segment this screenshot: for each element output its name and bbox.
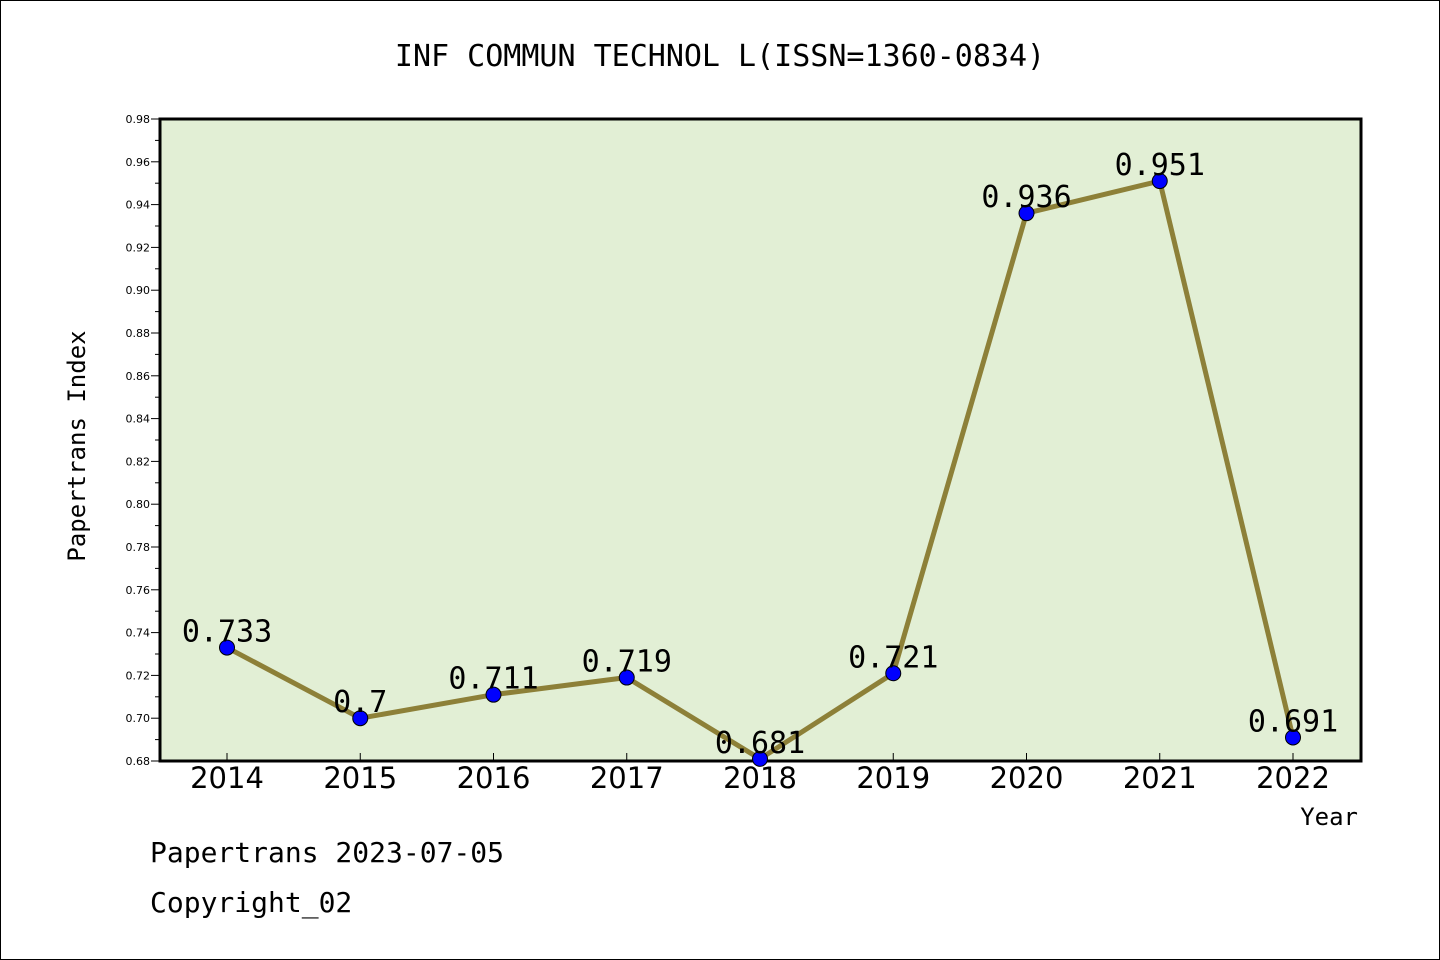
- y-axis: 0.68 0.70 0.72 0.74 0.76 0.78 0.80 0.82 0.84 0.86…: [126, 113, 160, 768]
- y-tick-label: 0.76: [126, 584, 151, 597]
- data-point: [752, 750, 768, 767]
- data-label: 0.7: [333, 685, 387, 720]
- x-axis: 2014 2015 2016 2017 2018 2019 2020 2021 2022: [190, 753, 1330, 795]
- data-label: 0.719: [582, 645, 672, 680]
- data-labels: 0.733 0.7 0.711 0.719 0.681 0.721 0.936 0.951 0.…: [182, 148, 1338, 761]
- data-point: [1018, 205, 1035, 222]
- x-tick-label: 2022: [1256, 761, 1330, 795]
- y-tick-label: 0.74: [126, 627, 151, 640]
- y-tick-label: 0.68: [126, 755, 151, 768]
- x-tick-label: 2017: [590, 761, 664, 795]
- data-label: 0.936: [981, 180, 1071, 215]
- footer-date: Papertrans 2023-07-05: [150, 836, 505, 869]
- x-axis-label: Year: [1300, 803, 1358, 831]
- data-point: [485, 686, 502, 703]
- data-point: [1285, 729, 1301, 746]
- y-axis-label: Papertrans Index: [63, 330, 91, 561]
- y-tick-label: 0.90: [126, 284, 151, 297]
- y-tick-label: 0.70: [126, 712, 151, 725]
- x-tick-label: 2014: [190, 761, 264, 795]
- plot-area: [158, 117, 1363, 763]
- data-label: 0.711: [448, 662, 538, 697]
- data-point: [352, 710, 369, 727]
- data-point: [618, 669, 635, 686]
- data-label: 0.721: [848, 640, 938, 675]
- data-point: [219, 639, 235, 656]
- y-tick-label: 0.78: [126, 541, 151, 554]
- y-tick-label: 0.86: [126, 370, 151, 383]
- x-tick-label: 2021: [1123, 761, 1197, 795]
- data-label: 0.951: [1115, 148, 1205, 183]
- x-tick-label: 2019: [856, 761, 930, 795]
- x-tick-label: 2016: [457, 761, 531, 795]
- y-tick-label: 0.98: [126, 113, 151, 126]
- y-tick-label: 0.72: [126, 669, 151, 682]
- y-tick-label: 0.92: [126, 241, 151, 254]
- y-tick-label: 0.96: [126, 156, 151, 169]
- data-points: [219, 173, 1301, 767]
- chart-title: INF COMMUN TECHNOL L(ISSN=1360-0834): [395, 39, 1045, 74]
- data-label: 0.733: [182, 615, 272, 650]
- data-point: [1151, 173, 1168, 190]
- x-tick-label: 2020: [990, 761, 1064, 795]
- data-label: 0.681: [715, 726, 805, 761]
- y-tick-label: 0.94: [126, 199, 151, 212]
- data-point: [885, 665, 902, 682]
- x-tick-label: 2015: [323, 761, 397, 795]
- y-tick-label: 0.80: [126, 498, 151, 511]
- y-tick-label: 0.82: [126, 455, 151, 468]
- data-label: 0.691: [1248, 704, 1338, 739]
- footer-copyright: Copyright_02: [150, 886, 353, 919]
- y-tick-label: 0.84: [126, 413, 151, 426]
- y-tick-label: 0.88: [126, 327, 151, 340]
